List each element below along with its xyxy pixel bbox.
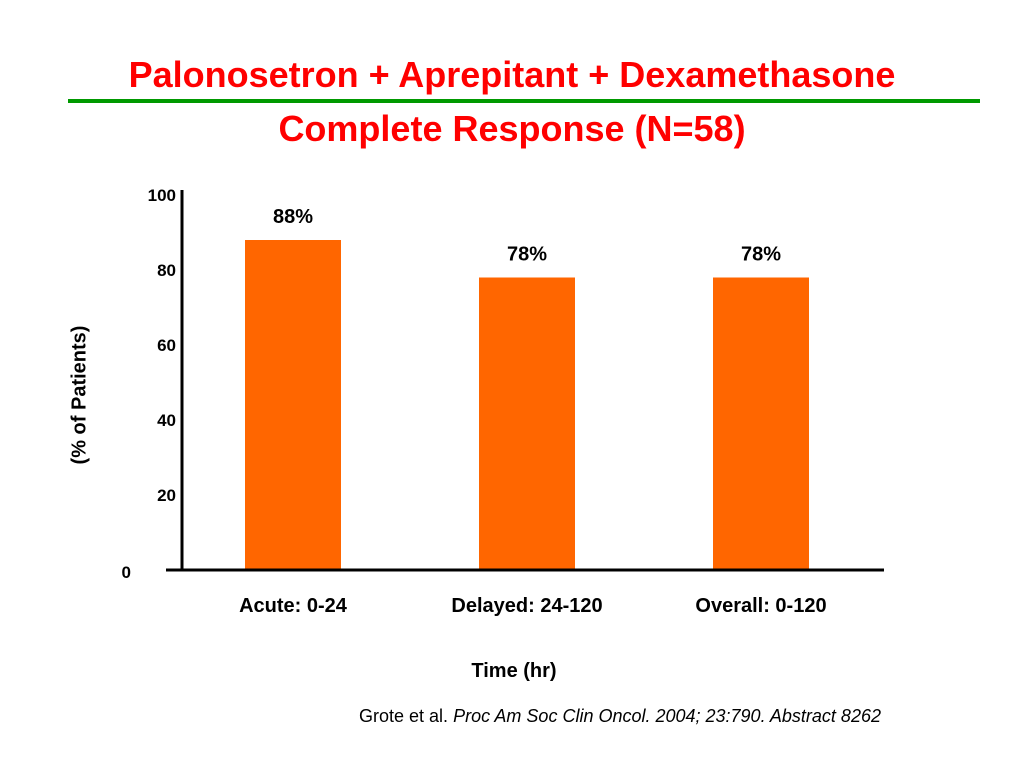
y-tick-label: 20	[157, 486, 176, 505]
y-axis-title: (% of Patients)	[68, 326, 90, 465]
y-tick-label: 40	[157, 411, 176, 430]
citation: Grote et al. Proc Am Soc Clin Oncol. 200…	[0, 706, 1024, 727]
data-label: 78%	[741, 244, 781, 266]
chart-title-line2: Complete Response (N=58)	[278, 108, 746, 149]
chart-title-line1: Palonosetron + Aprepitant + Dexamethason…	[128, 54, 896, 95]
x-tick-label: Overall: 0-120	[695, 595, 826, 617]
title-divider	[68, 99, 980, 103]
y-tick-label: 80	[157, 261, 176, 280]
x-axis-title: Time (hr)	[471, 660, 556, 682]
citation-journal: Proc Am Soc Clin Oncol. 2004; 23:790. Ab…	[453, 706, 881, 726]
x-tick-label: Delayed: 24-120	[451, 595, 602, 617]
y-tick-label: 100	[148, 186, 176, 205]
y-tick-label: 0	[122, 563, 131, 582]
bar	[479, 277, 575, 570]
y-tick-label: 60	[157, 336, 176, 355]
data-label: 88%	[273, 206, 313, 228]
citation-authors: Grote et al.	[359, 706, 449, 726]
data-label: 78%	[507, 244, 547, 266]
x-tick-label: Acute: 0-24	[239, 595, 348, 617]
bar	[713, 277, 809, 570]
bar	[245, 240, 341, 570]
